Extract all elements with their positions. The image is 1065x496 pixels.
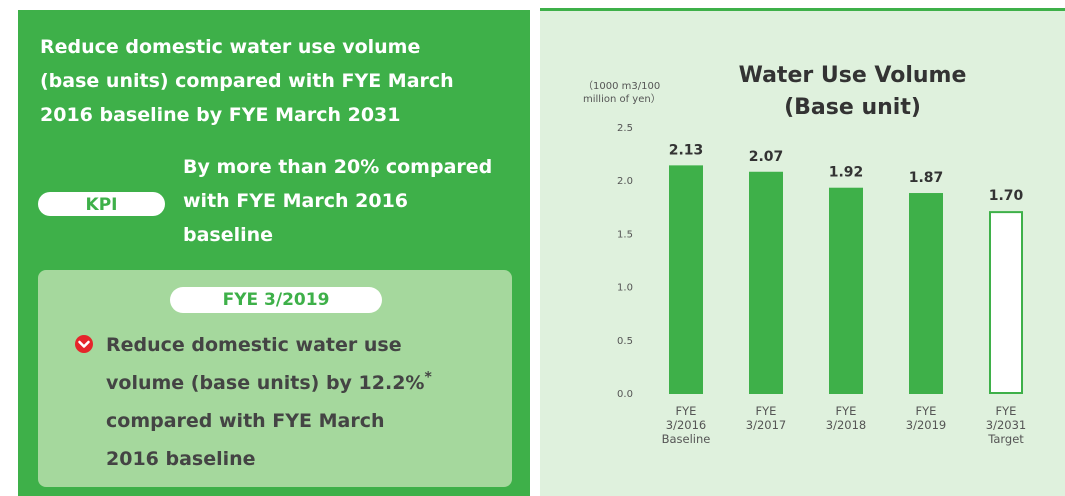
kpi-badge: KPI: [38, 192, 165, 216]
y-tick-label: 2.0: [617, 176, 633, 187]
bar: [829, 187, 863, 394]
y-axis-label: （1000 m3/100 million of yen）: [583, 81, 661, 105]
y-tick-label: 0.0: [617, 389, 633, 400]
x-tick-label: FYE 3/2016 Baseline: [661, 404, 711, 446]
bar: [909, 193, 943, 394]
value-label: 2.13: [669, 142, 704, 158]
result-text: Reduce domestic water use volume (base u…: [106, 326, 436, 478]
y-tick-label: 2.5: [617, 123, 633, 134]
y-tick-label: 1.5: [617, 229, 633, 240]
result-icon: [75, 335, 93, 353]
value-label: 1.92: [829, 165, 864, 181]
bar: [749, 171, 783, 394]
value-label: 1.87: [909, 170, 944, 186]
y-tick-label: 1.0: [617, 283, 633, 294]
x-tick-label: FYE 3/2018: [825, 404, 867, 432]
y-tick-label: 0.5: [617, 336, 633, 347]
chart-panel: [540, 8, 1065, 496]
goal-text: Reduce domestic water use volume (base u…: [40, 36, 454, 126]
bar: [989, 211, 1023, 394]
kpi-text: By more than 20% compared with FYE March…: [183, 156, 493, 246]
year-badge: FYE 3/2019: [170, 287, 382, 313]
result-text-after: compared with FYE March 2016 baseline: [106, 410, 385, 470]
result-text-before: Reduce domestic water use volume (base u…: [106, 334, 425, 394]
value-label: 2.07: [749, 149, 784, 165]
chart-title: Water Use Volume (Base unit): [738, 63, 967, 120]
value-label: 1.70: [989, 188, 1024, 204]
footnote-mark: *: [424, 369, 432, 386]
x-tick-label: FYE 3/2031 Target: [985, 404, 1027, 446]
bar: [669, 165, 703, 394]
x-tick-label: FYE 3/2017: [745, 404, 787, 432]
x-tick-label: FYE 3/2019: [905, 404, 947, 432]
